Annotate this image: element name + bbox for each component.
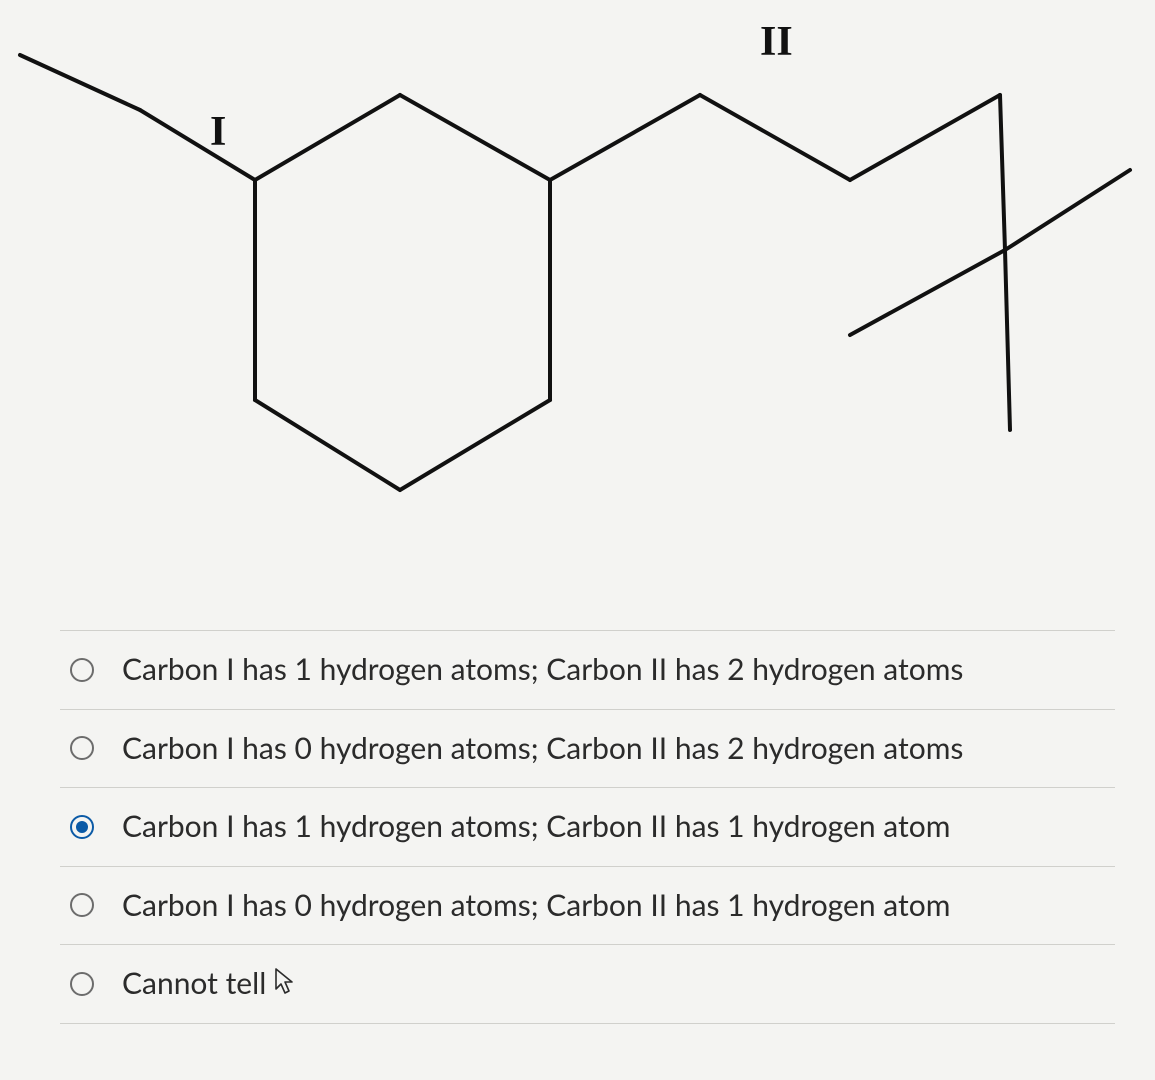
option-4[interactable]: Carbon I has 0 hydrogen atoms; Carbon II… (60, 866, 1115, 945)
bond-line (850, 250, 1005, 335)
radio-button[interactable] (70, 815, 94, 839)
molecule-diagram: III (0, 0, 1155, 620)
option-text: Carbon I has 0 hydrogen atoms; Carbon II… (122, 887, 950, 925)
bond-line (1005, 170, 1130, 250)
question-card: III Carbon I has 1 hydrogen atoms; Carbo… (0, 0, 1155, 1080)
option-3[interactable]: Carbon I has 1 hydrogen atoms; Carbon II… (60, 787, 1115, 866)
option-text: Carbon I has 1 hydrogen atoms; Carbon II… (122, 808, 950, 846)
radio-button[interactable] (70, 658, 94, 682)
bond-line (550, 95, 700, 180)
option-text: Carbon I has 0 hydrogen atoms; Carbon II… (122, 730, 963, 768)
radio-button[interactable] (70, 972, 94, 996)
bond-line (255, 95, 400, 180)
radio-button[interactable] (70, 736, 94, 760)
bond-line (255, 400, 400, 490)
bond-line (700, 95, 850, 180)
option-1[interactable]: Carbon I has 1 hydrogen atoms; Carbon II… (60, 630, 1115, 709)
cursor-icon (274, 966, 296, 1002)
bond-line (1005, 250, 1010, 430)
options-list: Carbon I has 1 hydrogen atoms; Carbon II… (0, 630, 1155, 1024)
bond-line (1000, 95, 1005, 250)
carbon-label-II: II (760, 19, 793, 65)
bond-line (400, 95, 550, 180)
radio-dot (76, 821, 88, 833)
molecule-svg: III (0, 0, 1155, 620)
option-text: Carbon I has 1 hydrogen atoms; Carbon II… (122, 651, 963, 689)
bond-line (140, 110, 255, 180)
option-2[interactable]: Carbon I has 0 hydrogen atoms; Carbon II… (60, 709, 1115, 788)
option-text: Cannot tell (122, 965, 266, 1003)
bond-line (20, 55, 140, 110)
option-5[interactable]: Cannot tell (60, 944, 1115, 1024)
carbon-label-I: I (210, 109, 226, 155)
bond-line (400, 400, 550, 490)
radio-button[interactable] (70, 893, 94, 917)
bond-line (850, 95, 1000, 180)
